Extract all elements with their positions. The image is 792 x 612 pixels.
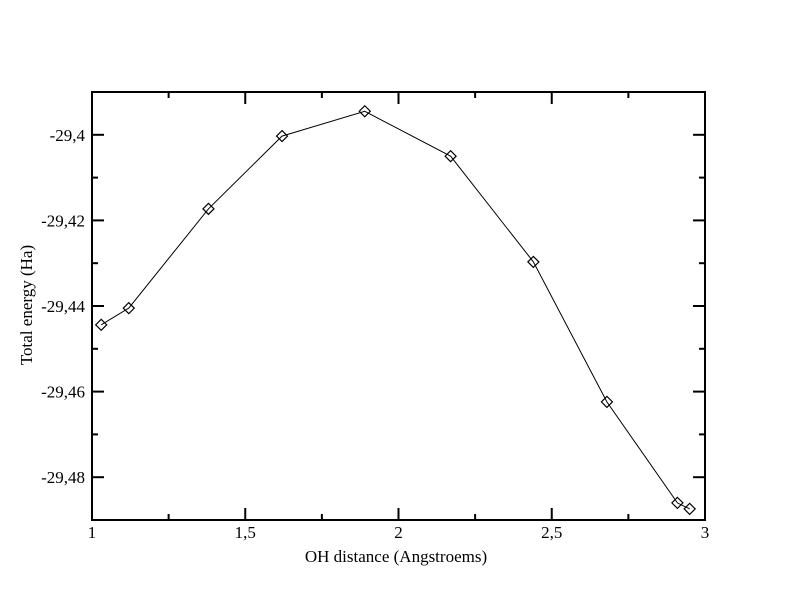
data-point-marker <box>683 502 697 516</box>
x-axis-title: OH distance (Angstroems) <box>305 547 487 566</box>
y-axis-title: Total energy (Ha) <box>17 245 36 365</box>
x-tick-label: 1,5 <box>235 523 256 542</box>
data-point-marker <box>202 202 215 216</box>
axis-ticks <box>91 92 706 520</box>
axis-tick-labels: 1 1,5 2 2,5 3 -29,48 -29,46 -29,44 -29,42 -29,4 <box>41 126 709 542</box>
data-point-marker <box>444 149 457 163</box>
data-series <box>94 104 697 516</box>
data-point-marker <box>122 301 136 315</box>
x-tick-label: 3 <box>701 523 710 542</box>
data-point-marker <box>94 318 108 332</box>
y-tick-label: -29,4 <box>50 126 86 145</box>
data-point-marker <box>275 129 289 143</box>
y-tick-label: -29,46 <box>41 383 85 402</box>
data-point-marker <box>527 255 540 269</box>
plot-frame <box>91 91 706 521</box>
x-tick-label: 2 <box>394 523 403 542</box>
y-tick-label: -29,42 <box>41 211 85 230</box>
y-tick-label: -29,48 <box>41 468 85 487</box>
series-line <box>100 110 690 510</box>
x-tick-label: 1 <box>88 523 97 542</box>
data-point-marker <box>358 104 372 118</box>
x-tick-label: 2,5 <box>541 523 562 542</box>
data-point-marker <box>600 395 614 409</box>
y-tick-label: -29,44 <box>41 297 85 316</box>
data-point-marker <box>671 496 684 510</box>
